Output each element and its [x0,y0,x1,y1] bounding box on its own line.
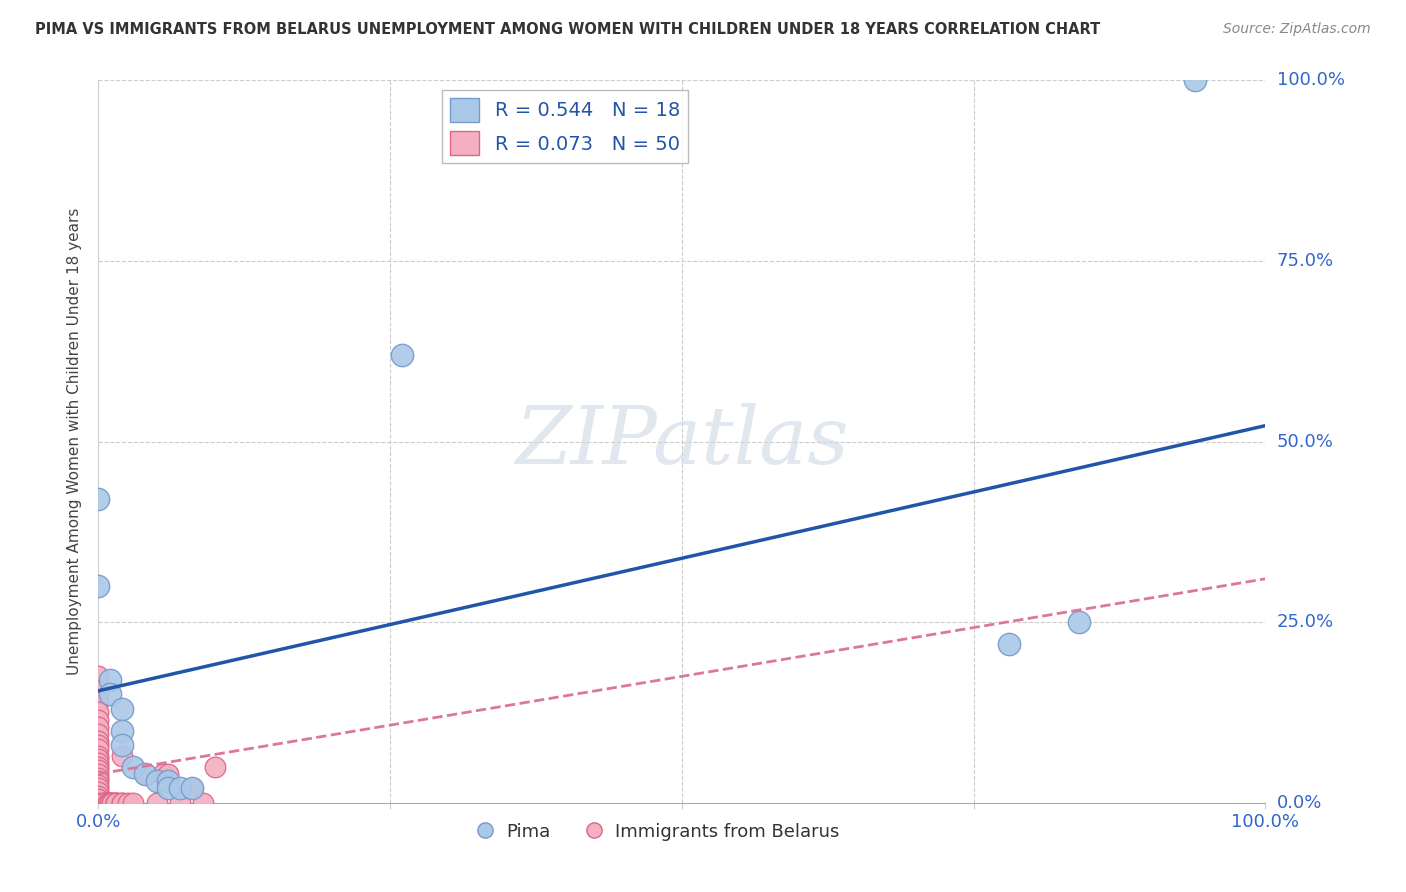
Point [98,796,121,810]
Point [97,796,120,810]
Point [98,687,121,701]
Point [87,720,110,734]
Text: Source: ZipAtlas.com: Source: ZipAtlas.com [1223,22,1371,37]
Point [169,781,191,796]
Point [87,778,110,792]
Point [122,796,145,810]
Point [111,748,134,763]
Point [87,748,110,763]
Point [122,760,145,774]
Point [87,789,110,803]
Point [193,796,215,810]
Point [111,796,134,810]
Point [117,796,139,810]
Point [157,781,180,796]
Point [101,796,124,810]
Point [391,348,413,362]
Point [104,796,127,810]
Point [157,767,180,781]
Text: 50.0%: 50.0% [1277,433,1333,450]
Point [87,752,110,766]
Text: 100.0%: 100.0% [1277,71,1344,89]
Point [87,695,110,709]
Point [87,706,110,720]
Point [87,796,110,810]
Point [87,785,110,799]
Point [87,792,110,806]
Point [152,767,174,781]
Point [157,774,180,789]
Point [134,767,156,781]
Point [93,796,115,810]
Point [997,637,1019,651]
Point [87,669,110,683]
Text: ZIPatlas: ZIPatlas [515,403,849,480]
Point [87,713,110,727]
Point [111,738,134,752]
Text: 25.0%: 25.0% [1277,613,1334,632]
Point [169,796,191,810]
Text: 0.0%: 0.0% [1277,794,1322,812]
Point [98,796,121,810]
Point [87,734,110,748]
Point [87,579,110,593]
Point [101,796,124,810]
Y-axis label: Unemployment Among Women with Children Under 18 years: Unemployment Among Women with Children U… [67,208,83,675]
Point [87,781,110,796]
Point [134,767,156,781]
Point [87,492,110,507]
Point [93,796,115,810]
Point [146,796,169,810]
Point [97,796,120,810]
Point [1067,615,1090,630]
Text: 75.0%: 75.0% [1277,252,1334,270]
Point [111,796,134,810]
Point [87,756,110,770]
Point [87,760,110,774]
Point [180,781,202,796]
Point [87,771,110,785]
Point [104,796,127,810]
Point [87,764,110,778]
Point [104,796,127,810]
Point [87,774,110,789]
Point [87,683,110,698]
Point [111,723,134,738]
Point [87,741,110,756]
Point [87,738,110,752]
Point [180,781,202,796]
Point [87,727,110,741]
Text: PIMA VS IMMIGRANTS FROM BELARUS UNEMPLOYMENT AMONG WOMEN WITH CHILDREN UNDER 18 : PIMA VS IMMIGRANTS FROM BELARUS UNEMPLOY… [35,22,1101,37]
Point [87,767,110,781]
Point [111,702,134,716]
Point [1184,73,1206,87]
Point [98,673,121,687]
Legend: Pima, Immigrants from Belarus: Pima, Immigrants from Belarus [470,815,846,848]
Point [146,774,169,789]
Point [204,760,226,774]
Point [98,796,121,810]
Point [93,796,115,810]
